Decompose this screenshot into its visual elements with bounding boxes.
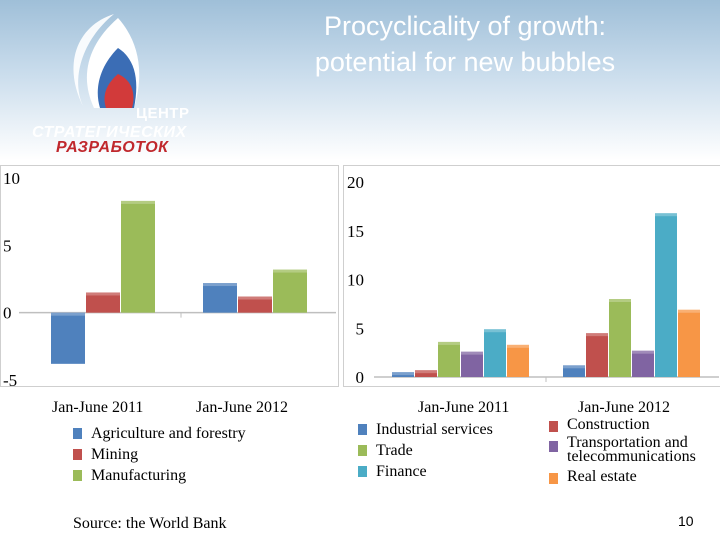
bar-highlight xyxy=(121,200,155,204)
chart-right: 0 5 10 15 20 xyxy=(347,173,719,386)
bar xyxy=(86,292,120,313)
bar xyxy=(609,299,631,377)
bar-highlight xyxy=(507,344,529,348)
left-category-1: Jan-June 2011 xyxy=(52,399,144,416)
legend-label: Agriculture and forestry xyxy=(91,425,246,442)
bar-highlight xyxy=(609,299,631,302)
bar xyxy=(461,351,483,377)
legend-swatch xyxy=(358,424,367,435)
legend-label: Real estate xyxy=(567,468,637,485)
bar xyxy=(655,213,677,377)
bar xyxy=(484,329,506,377)
legend-swatch xyxy=(73,470,82,481)
bar-highlight xyxy=(203,283,237,287)
legend-label: Finance xyxy=(376,463,427,480)
right-category-1: Jan-June 2011 xyxy=(418,399,510,416)
bar-highlight xyxy=(438,341,460,345)
bar xyxy=(438,341,460,377)
chart-right-panel: 0 5 10 15 20 xyxy=(343,165,720,387)
logo-text-strategic: СТРАТЕГИЧЕСКИХ xyxy=(32,124,187,141)
y-tick-label: 5 xyxy=(3,236,12,255)
bar-highlight xyxy=(415,370,437,374)
bar-highlight xyxy=(86,292,120,296)
legend-label: Trade xyxy=(376,442,413,459)
left-category-2: Jan-June 2012 xyxy=(196,399,288,416)
legend-label: Transportation and telecommunications xyxy=(567,434,696,465)
bar-highlight xyxy=(632,350,654,354)
bar xyxy=(415,370,437,377)
bar-highlight xyxy=(461,351,483,355)
y-tick-label: 0 xyxy=(356,368,365,386)
bar xyxy=(678,309,700,377)
logo-text-development: РАЗРАБОТОК xyxy=(56,139,169,156)
bar xyxy=(586,333,608,377)
y-tick-label: 15 xyxy=(347,222,364,241)
bar xyxy=(203,283,237,313)
y-tick-label: 5 xyxy=(356,319,365,338)
bar xyxy=(563,365,585,377)
bar-highlight xyxy=(678,309,700,313)
legend-label: Mining xyxy=(91,446,139,463)
right-category-2: Jan-June 2012 xyxy=(578,399,670,416)
bar-highlight xyxy=(655,213,677,217)
legend-swatch xyxy=(358,445,367,456)
bar-highlight xyxy=(392,372,414,376)
bar xyxy=(238,296,272,313)
bar xyxy=(507,344,529,377)
legend-label: Construction xyxy=(567,416,650,433)
y-tick-label: -5 xyxy=(3,371,17,386)
slide-title: Procyclicality of growth: potential for … xyxy=(250,8,680,80)
bar xyxy=(121,200,155,313)
logo: ЦЕНТР СТРАТЕГИЧЕСКИХ РАЗРАБОТОК xyxy=(14,8,189,156)
legend-swatch xyxy=(549,473,558,484)
legend-label: Manufacturing xyxy=(91,467,187,484)
page-number: 10 xyxy=(678,513,694,529)
source-note: Source: the World Bank xyxy=(73,515,227,532)
bar xyxy=(632,350,654,377)
legend-swatch xyxy=(549,441,558,452)
y-tick-label: 0 xyxy=(3,304,12,323)
bar-highlight xyxy=(238,296,272,300)
bar xyxy=(273,269,307,313)
chart-left: -5 0 5 10 xyxy=(3,169,336,386)
y-tick-label: 20 xyxy=(347,173,364,192)
legend-swatch xyxy=(549,421,558,432)
bar xyxy=(51,312,85,364)
bar-highlight xyxy=(563,365,585,369)
bar-highlight xyxy=(484,329,506,333)
sail-logo-icon xyxy=(73,14,140,108)
bar-highlight xyxy=(586,333,608,337)
logo-text-centr: ЦЕНТР xyxy=(136,105,190,122)
chart-left-panel: -5 0 5 10 xyxy=(0,165,339,387)
title-line-1: Procyclicality of growth: xyxy=(323,11,607,41)
legend-swatch xyxy=(358,466,367,477)
title-line-2: potential for new bubbles xyxy=(314,47,616,77)
y-tick-label: 10 xyxy=(347,271,364,290)
legend-swatch xyxy=(73,428,82,439)
bar xyxy=(392,372,414,377)
y-tick-label: 10 xyxy=(3,169,20,188)
legend-label: Industrial services xyxy=(376,421,493,438)
legend-swatch xyxy=(73,449,82,460)
bar-highlight xyxy=(51,312,85,316)
bar-highlight xyxy=(273,269,307,273)
